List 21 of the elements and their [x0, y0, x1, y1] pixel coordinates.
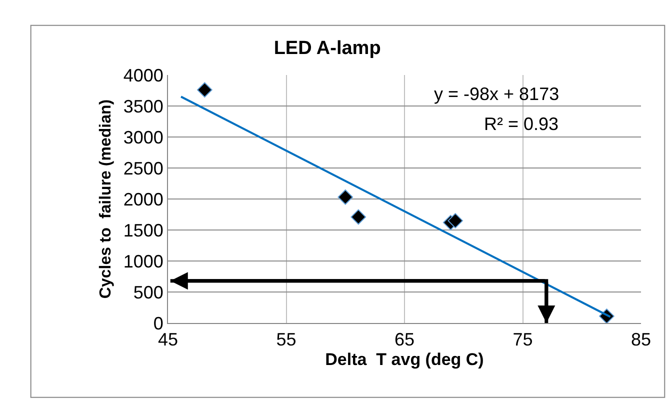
x-tick-label: 75	[512, 330, 533, 350]
y-tick-label: 2500	[123, 158, 164, 178]
y-tick-label: 3000	[123, 127, 164, 148]
point	[350, 209, 366, 225]
y-tick-label: 2000	[123, 189, 164, 210]
chart-title: LED A-lamp	[274, 38, 381, 60]
annotation: y = -98x + 8173	[434, 84, 560, 104]
y-tick-label: 500	[133, 282, 164, 302]
x-tick-label: 85	[630, 330, 652, 350]
point	[338, 189, 354, 205]
y-tick-label: 4000	[123, 65, 164, 86]
y-tick-label: 1500	[123, 220, 164, 240]
x-tick-label: 65	[394, 330, 415, 350]
x-axis-title: Delta T avg (deg C)	[325, 350, 484, 369]
annotation: R² = 0.93	[484, 114, 559, 134]
y-axis-title: Cycles to failure (median)	[97, 99, 114, 299]
point	[448, 213, 463, 228]
y-tick-label: 1000	[123, 251, 164, 272]
x-tick-label: 55	[276, 330, 296, 350]
y-tick-label: 3500	[123, 96, 164, 116]
point	[197, 82, 212, 98]
